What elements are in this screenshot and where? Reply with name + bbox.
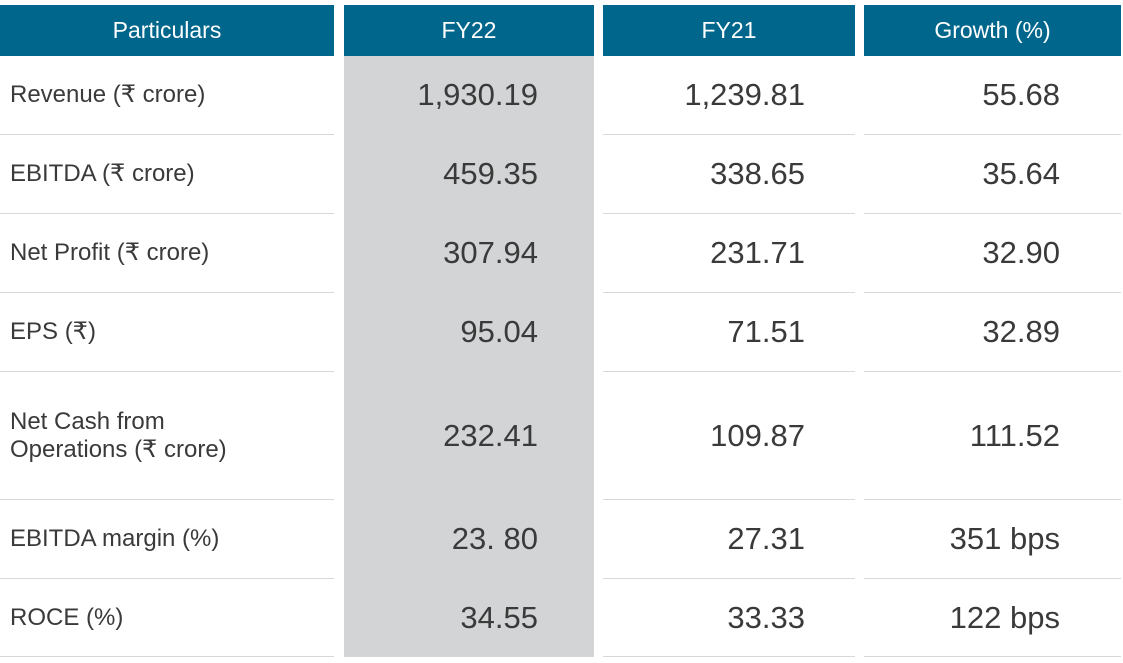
- value-cell: 459.35: [344, 135, 594, 214]
- value-cell: 307.94: [344, 214, 594, 293]
- value-cell: 95.04: [344, 293, 594, 372]
- value-cell: 122 bps: [864, 579, 1121, 657]
- value-cell: 338.65: [603, 135, 855, 214]
- row-label: EPS (₹): [0, 293, 334, 372]
- value-cell: 23. 80: [344, 500, 594, 579]
- value-cell: 111.52: [864, 372, 1121, 500]
- row-label: Net Cash from Operations (₹ crore): [0, 372, 334, 500]
- value-cell: 32.89: [864, 293, 1121, 372]
- value-cell: 35.64: [864, 135, 1121, 214]
- row-label: ROCE (%): [0, 579, 334, 657]
- value-cell: 1,239.81: [603, 56, 855, 135]
- value-cell: 27.31: [603, 500, 855, 579]
- value-cell: 109.87: [603, 372, 855, 500]
- value-cell: 32.90: [864, 214, 1121, 293]
- value-cell: 71.51: [603, 293, 855, 372]
- value-cell: 351 bps: [864, 500, 1121, 579]
- value-cell: 1,930.19: [344, 56, 594, 135]
- value-cell: 34.55: [344, 579, 594, 657]
- value-cell: 55.68: [864, 56, 1121, 135]
- value-cell: 33.33: [603, 579, 855, 657]
- header-cell: FY21: [603, 5, 855, 56]
- value-cell: 231.71: [603, 214, 855, 293]
- header-cell: Growth (%): [864, 5, 1121, 56]
- row-label: Net Profit (₹ crore): [0, 214, 334, 293]
- value-cell: 232.41: [344, 372, 594, 500]
- row-label: EBITDA (₹ crore): [0, 135, 334, 214]
- header-cell: FY22: [344, 5, 594, 56]
- header-cell: Particulars: [0, 5, 334, 56]
- row-label: Revenue (₹ crore): [0, 56, 334, 135]
- row-label: EBITDA margin (%): [0, 500, 334, 579]
